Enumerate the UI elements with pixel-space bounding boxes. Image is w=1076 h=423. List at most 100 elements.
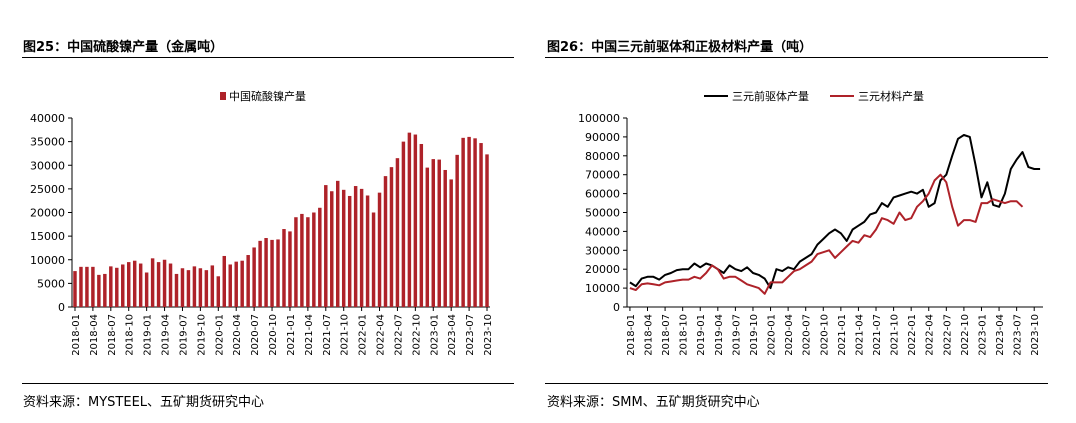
x-tick-label: 2020-04 bbox=[784, 314, 795, 356]
bar bbox=[252, 247, 256, 307]
bar bbox=[449, 179, 453, 307]
x-tick-label: 2021-01 bbox=[837, 314, 848, 356]
bar bbox=[240, 260, 244, 307]
bar bbox=[180, 268, 185, 307]
x-tick-label: 2019-01 bbox=[143, 314, 154, 356]
y-tick-label: 80000 bbox=[585, 150, 620, 163]
bar bbox=[258, 240, 262, 307]
y-tick-label: 40000 bbox=[585, 225, 620, 238]
y-tick-label: 15000 bbox=[30, 230, 65, 243]
bar bbox=[264, 238, 268, 307]
x-tick-label: 2020-04 bbox=[232, 314, 243, 356]
x-tick-label: 2021-10 bbox=[890, 314, 901, 356]
x-tick-label: 2022-01 bbox=[358, 314, 369, 356]
right-bottom-rule bbox=[545, 383, 1048, 384]
bar bbox=[138, 263, 143, 307]
x-tick-label: 2023-07 bbox=[1013, 314, 1024, 356]
bar bbox=[97, 274, 101, 307]
bar bbox=[371, 212, 376, 307]
x-tick-label: 2023-10 bbox=[483, 314, 494, 356]
x-tick-label: 2019-01 bbox=[696, 314, 707, 356]
y-tick-label: 60000 bbox=[585, 188, 620, 201]
right-source-note: 资料来源：SMM、五矿期货研究中心 bbox=[547, 395, 760, 410]
bar bbox=[473, 138, 477, 307]
bar bbox=[121, 264, 125, 307]
x-tick-label: 2019-10 bbox=[749, 314, 760, 356]
y-tick-label: 10000 bbox=[30, 254, 65, 267]
bar bbox=[479, 143, 483, 307]
x-tick-label: 2019-10 bbox=[196, 314, 207, 356]
x-tick-label: 2020-01 bbox=[767, 314, 778, 356]
x-tick-label: 2022-04 bbox=[925, 314, 936, 356]
y-tick-label: 70000 bbox=[585, 169, 620, 182]
bar bbox=[485, 154, 489, 307]
left-top-rule bbox=[22, 57, 514, 58]
x-tick-label: 2018-01 bbox=[71, 314, 82, 356]
x-tick-label: 2018-10 bbox=[125, 314, 136, 356]
x-tick-label: 2018-04 bbox=[644, 314, 655, 356]
bar bbox=[425, 167, 430, 307]
x-tick-label: 2018-10 bbox=[679, 314, 690, 356]
bar bbox=[443, 169, 447, 307]
bar bbox=[115, 267, 119, 307]
y-tick-label: 20000 bbox=[30, 207, 65, 220]
bar bbox=[198, 268, 203, 307]
bar bbox=[73, 271, 77, 307]
legend-label: 中国硫酸镍产量 bbox=[229, 89, 306, 103]
bar bbox=[455, 154, 459, 307]
bar bbox=[461, 137, 465, 307]
bar bbox=[109, 266, 113, 307]
x-tick-label: 2023-01 bbox=[429, 314, 440, 356]
bar bbox=[407, 132, 412, 307]
left-chart-title: 图25：中国硫酸镍产量（金属吨） bbox=[23, 40, 224, 55]
bar bbox=[132, 260, 137, 307]
bar bbox=[413, 134, 418, 307]
x-tick-label: 2021-04 bbox=[304, 314, 315, 356]
x-tick-label: 2023-01 bbox=[977, 314, 988, 356]
x-tick-label: 2022-07 bbox=[942, 314, 953, 356]
x-tick-label: 2023-04 bbox=[447, 314, 458, 356]
left-source-note: 资料来源：MYSTEEL、五矿期货研究中心 bbox=[23, 395, 265, 410]
x-tick-label: 2021-04 bbox=[854, 314, 865, 356]
x-tick-label: 2020-01 bbox=[214, 314, 225, 356]
bar bbox=[347, 195, 352, 307]
x-tick-label: 2021-10 bbox=[340, 314, 351, 356]
y-tick-label: 50000 bbox=[585, 207, 620, 220]
x-tick-label: 2020-07 bbox=[250, 314, 261, 356]
y-tick-label: 90000 bbox=[585, 131, 620, 144]
x-tick-label: 2023-10 bbox=[1030, 314, 1041, 356]
bar bbox=[204, 270, 209, 307]
bar bbox=[270, 239, 274, 307]
bar bbox=[324, 185, 328, 307]
bar bbox=[341, 189, 346, 307]
bar bbox=[401, 141, 406, 307]
y-tick-label: 0 bbox=[58, 301, 65, 314]
bar bbox=[288, 231, 292, 307]
y-tick-label: 35000 bbox=[30, 136, 65, 149]
x-tick-label: 2020-10 bbox=[268, 314, 279, 356]
bar bbox=[383, 176, 388, 307]
bar bbox=[318, 207, 322, 307]
y-tick-label: 10000 bbox=[585, 282, 620, 295]
x-tick-label: 2020-10 bbox=[819, 314, 830, 356]
x-tick-label: 2019-04 bbox=[161, 314, 172, 356]
series-line-precursor bbox=[629, 134, 1041, 290]
bar bbox=[395, 158, 400, 307]
bar bbox=[126, 262, 131, 307]
x-tick-label: 2021-07 bbox=[322, 314, 333, 356]
x-tick-label: 2023-07 bbox=[465, 314, 476, 356]
bar bbox=[144, 272, 149, 307]
bar bbox=[300, 213, 304, 307]
x-tick-label: 2018-01 bbox=[626, 314, 637, 356]
x-tick-label: 2022-04 bbox=[376, 314, 387, 356]
bar bbox=[222, 255, 227, 307]
bar bbox=[103, 273, 107, 307]
bar bbox=[91, 266, 95, 307]
y-tick-label: 20000 bbox=[585, 263, 620, 276]
x-tick-label: 2018-07 bbox=[107, 314, 118, 356]
bar bbox=[168, 263, 173, 307]
bar bbox=[276, 239, 280, 307]
bar bbox=[246, 255, 250, 307]
x-tick-label: 2022-10 bbox=[411, 314, 422, 356]
